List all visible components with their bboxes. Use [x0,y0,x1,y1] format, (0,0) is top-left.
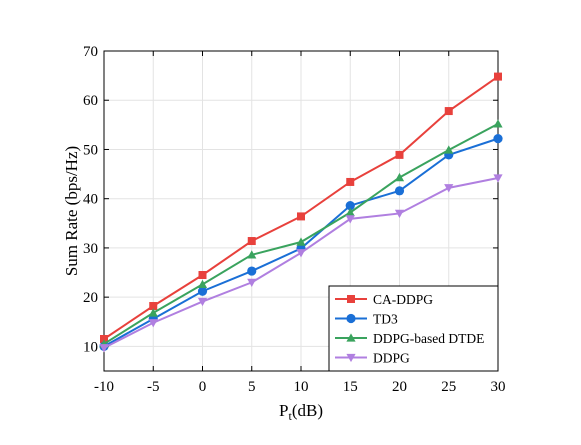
legend-label: CA-DDPG [373,292,433,307]
x-axis-label-unit: (dB) [292,401,323,420]
data-point [297,212,305,221]
x-tick-label: 5 [248,379,256,395]
legend: CA-DDPG TD3 DDPG-based DTDE DDPG [328,285,499,372]
x-tick-label: 10 [294,379,309,395]
data-point [247,250,257,259]
legend-marker [346,353,356,363]
data-point [493,174,503,183]
y-tick-label: 10 [83,339,98,355]
series-ddpg [99,174,503,353]
data-point [149,302,158,311]
y-axis-label: Sum Rate (bps/Hz) [62,146,81,276]
data-point [296,249,306,258]
data-point [394,172,405,182]
legend-entry: DDPG [335,351,410,366]
legend-marker [346,313,356,324]
series-td3 [99,134,503,351]
data-point [198,271,207,279]
data-point [345,215,355,224]
y-tick-label: 40 [83,192,98,208]
data-point [100,335,108,343]
data-point [296,237,306,246]
data-point [197,279,208,289]
y-tick-label: 60 [83,93,98,109]
x-tick-label: -5 [147,379,160,395]
legend-entry: CA-DDPG [335,292,433,307]
legend-marker [347,295,355,303]
x-axis-label-main: P [279,401,288,420]
data-point [148,319,158,328]
x-tick-label: 0 [199,379,207,395]
x-tick-label: 15 [343,379,358,395]
data-point [99,344,109,353]
data-point [394,209,405,219]
x-tick-label: 30 [491,379,506,395]
legend-entry: TD3 [335,312,398,327]
legend-label: DDPG-based DTDE [373,331,484,346]
data-point [247,237,256,246]
legend-label: TD3 [373,312,398,327]
data-point [395,150,404,159]
data-point [493,119,503,128]
y-tick-label: 50 [83,142,98,158]
data-point [444,145,454,154]
y-tick-label: 70 [83,44,98,60]
data-point [197,297,208,307]
legend-label: DDPG [373,351,410,366]
data-point [247,266,257,276]
data-point [345,207,355,217]
x-tick-label: 25 [441,379,456,395]
data-point [247,278,257,287]
data-point [494,72,502,81]
data-point [493,134,503,144]
x-tick-label: 20 [392,379,407,395]
legend-marker [346,333,356,342]
data-point [394,186,405,196]
x-axis-label-subscript: t [288,409,292,423]
series-ca-ddpg [100,72,502,343]
legend-entry: DDPG-based DTDE [335,331,484,346]
data-point [444,184,454,193]
x-tick-label: -10 [94,379,114,395]
data-point [346,177,355,186]
data-point [444,107,453,116]
x-axis-label: Pt(dB) [279,401,323,423]
data-point [148,308,158,317]
y-tick-label: 30 [83,241,98,257]
data-point [197,286,208,296]
series-group [99,72,503,353]
y-tick-label: 20 [83,290,98,306]
data-point [345,200,355,211]
axis-ticks: -10 -5 0 5 10 15 20 25 30 10 20 30 40 50 60 70 [83,44,506,395]
